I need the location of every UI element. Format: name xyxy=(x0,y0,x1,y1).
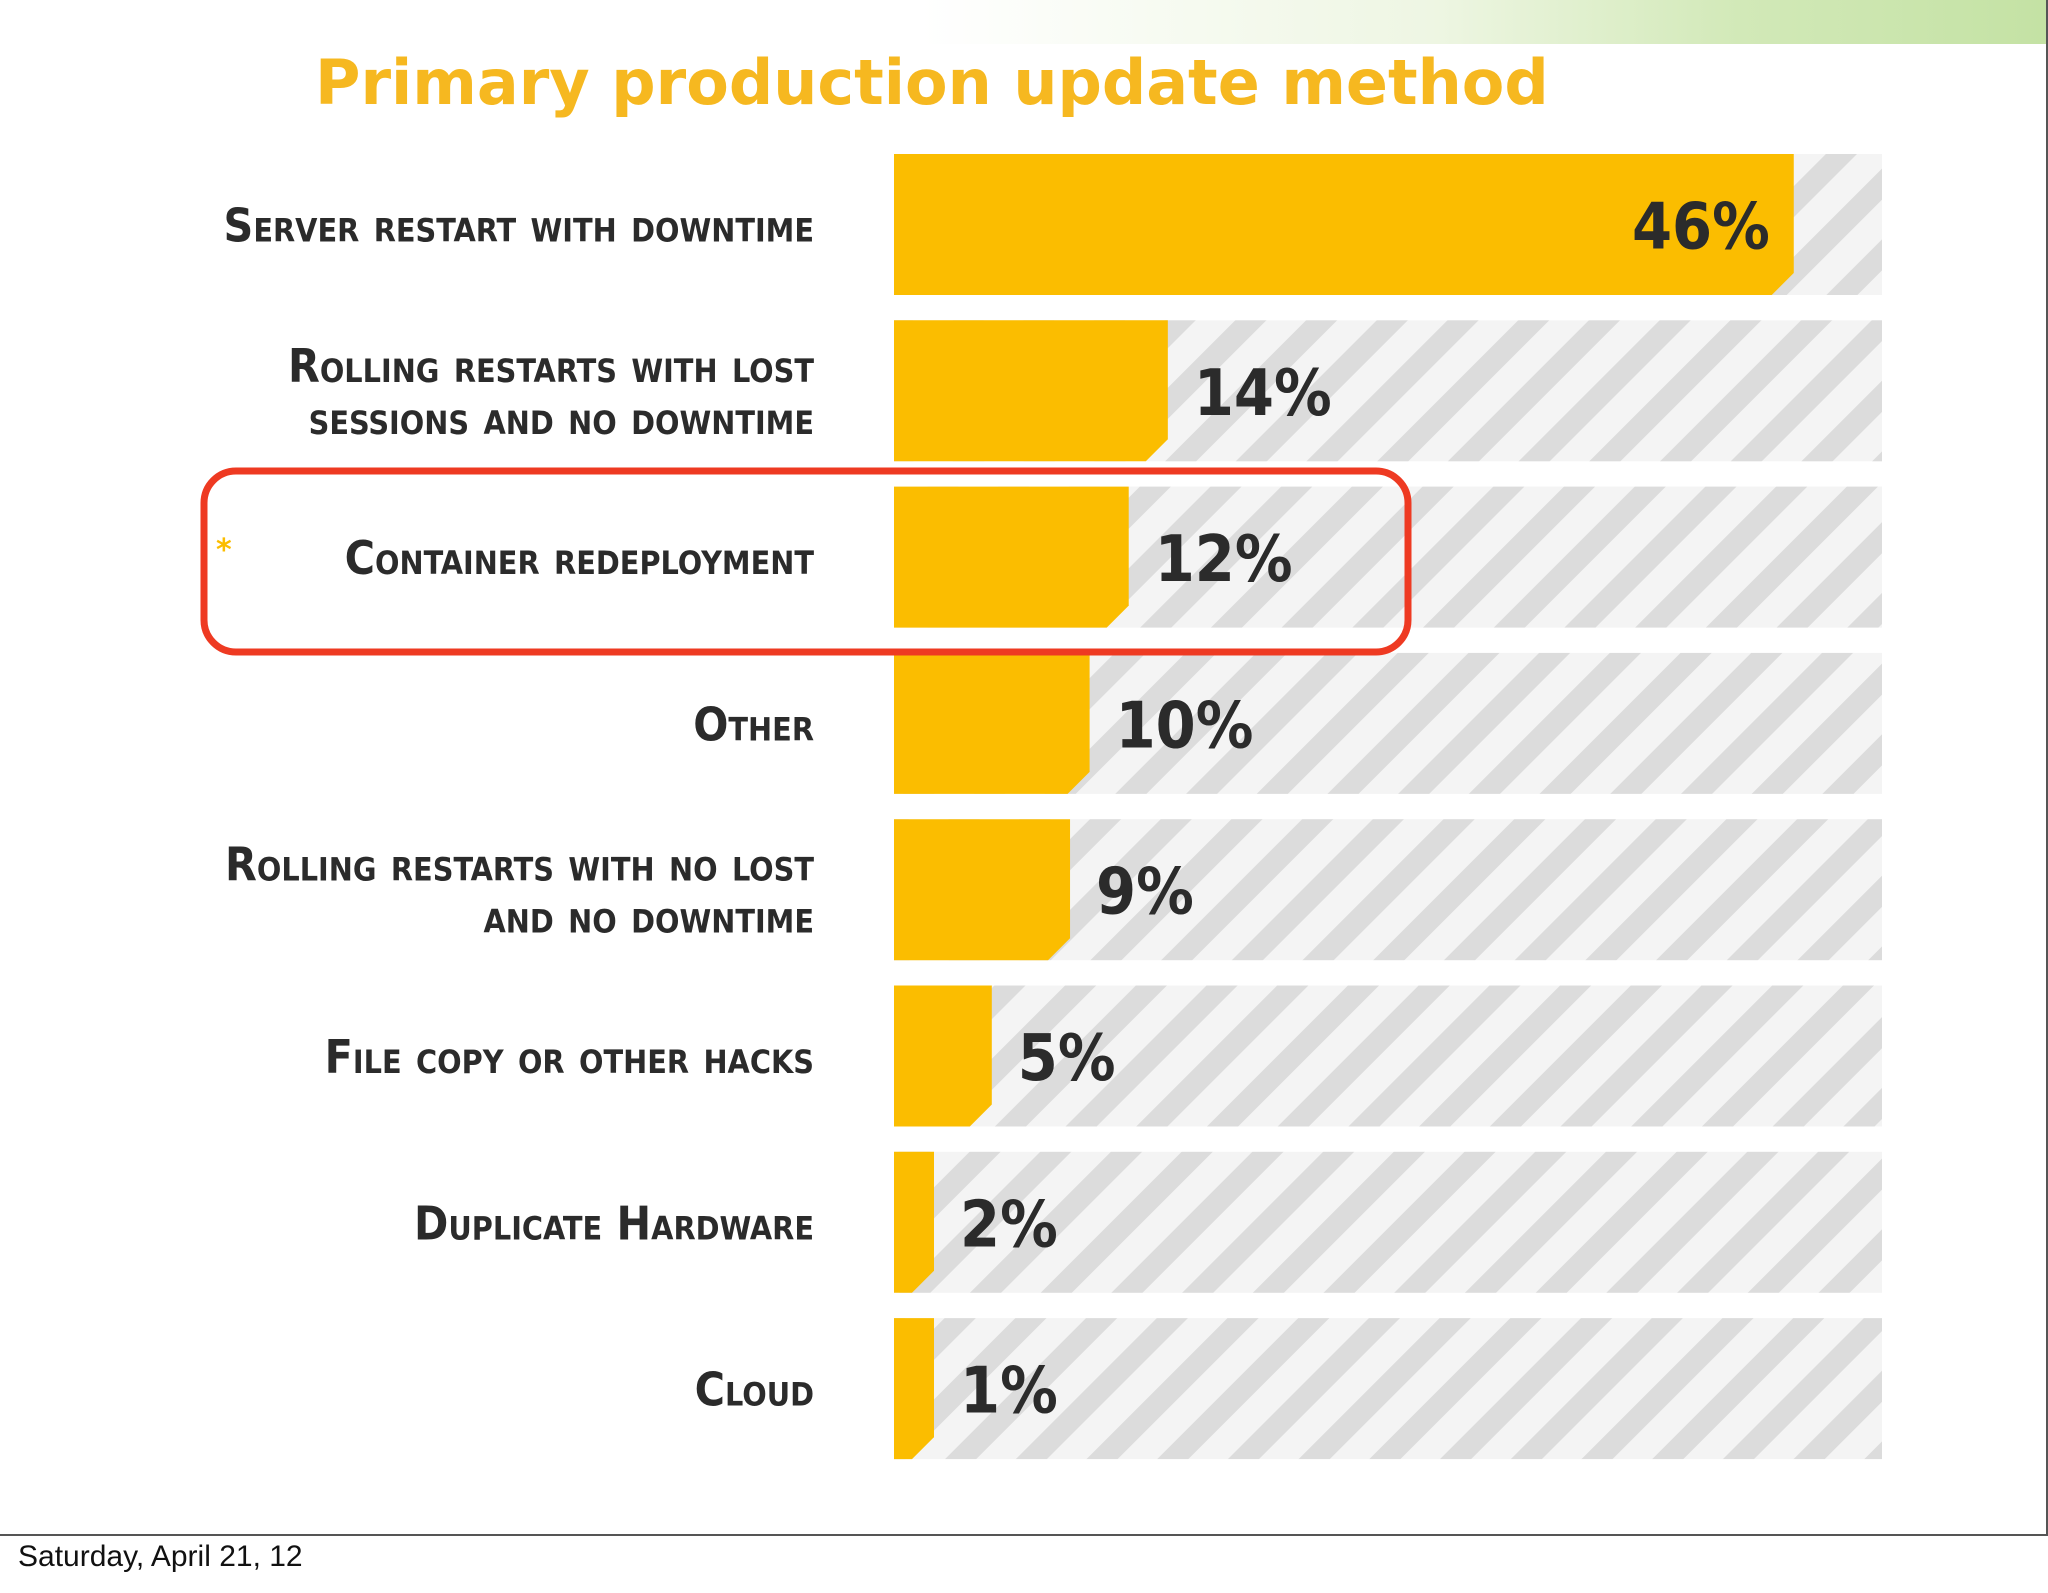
bar-chart: Primary production update method 46% Serv… xyxy=(200,46,1882,1460)
value-label-7: 2% xyxy=(960,1188,1058,1262)
category-label-4: Other xyxy=(693,697,814,751)
value-label-8: 1% xyxy=(960,1355,1058,1429)
value-label-5: 9% xyxy=(1096,856,1194,930)
bar-3 xyxy=(894,486,1129,628)
value-label-3: 12% xyxy=(1155,523,1293,597)
bar-6 xyxy=(894,985,992,1127)
bar-track-8 xyxy=(894,1318,1882,1460)
bar-1 xyxy=(894,154,1794,295)
value-label-2: 14% xyxy=(1194,357,1332,431)
bar-track-6 xyxy=(894,985,1882,1127)
value-label-4: 10% xyxy=(1116,689,1254,763)
asterisk-mark: * xyxy=(216,533,232,568)
category-label-8: Cloud xyxy=(695,1363,814,1417)
value-label-1: 46% xyxy=(1632,191,1770,265)
category-label-2: Rolling restarts with lost sessions and n… xyxy=(288,339,814,445)
top-accent-band xyxy=(0,0,2046,44)
chart-title: Primary production update method xyxy=(315,46,1549,119)
bar-8 xyxy=(894,1318,934,1460)
category-label-7: Duplicate Hardware xyxy=(414,1196,814,1250)
highlight-annotation-box xyxy=(200,467,1412,656)
bar-2 xyxy=(894,320,1168,462)
bar-7 xyxy=(894,1151,934,1293)
footer-date: Saturday, April 21, 12 xyxy=(18,1540,303,1573)
category-label-5: Rolling restarts with no lost and no down… xyxy=(225,838,814,944)
bar-5 xyxy=(894,819,1071,961)
category-label-3: Container redeployment xyxy=(345,531,815,585)
value-label-6: 5% xyxy=(1018,1022,1116,1096)
bar-4 xyxy=(894,652,1090,794)
category-label-6: File copy or other hacks xyxy=(325,1030,814,1084)
slide: Primary production update method 46% Serv… xyxy=(0,0,2048,1536)
bar-track-7 xyxy=(894,1151,1882,1293)
category-label-1: Server restart with downtime xyxy=(224,199,814,253)
